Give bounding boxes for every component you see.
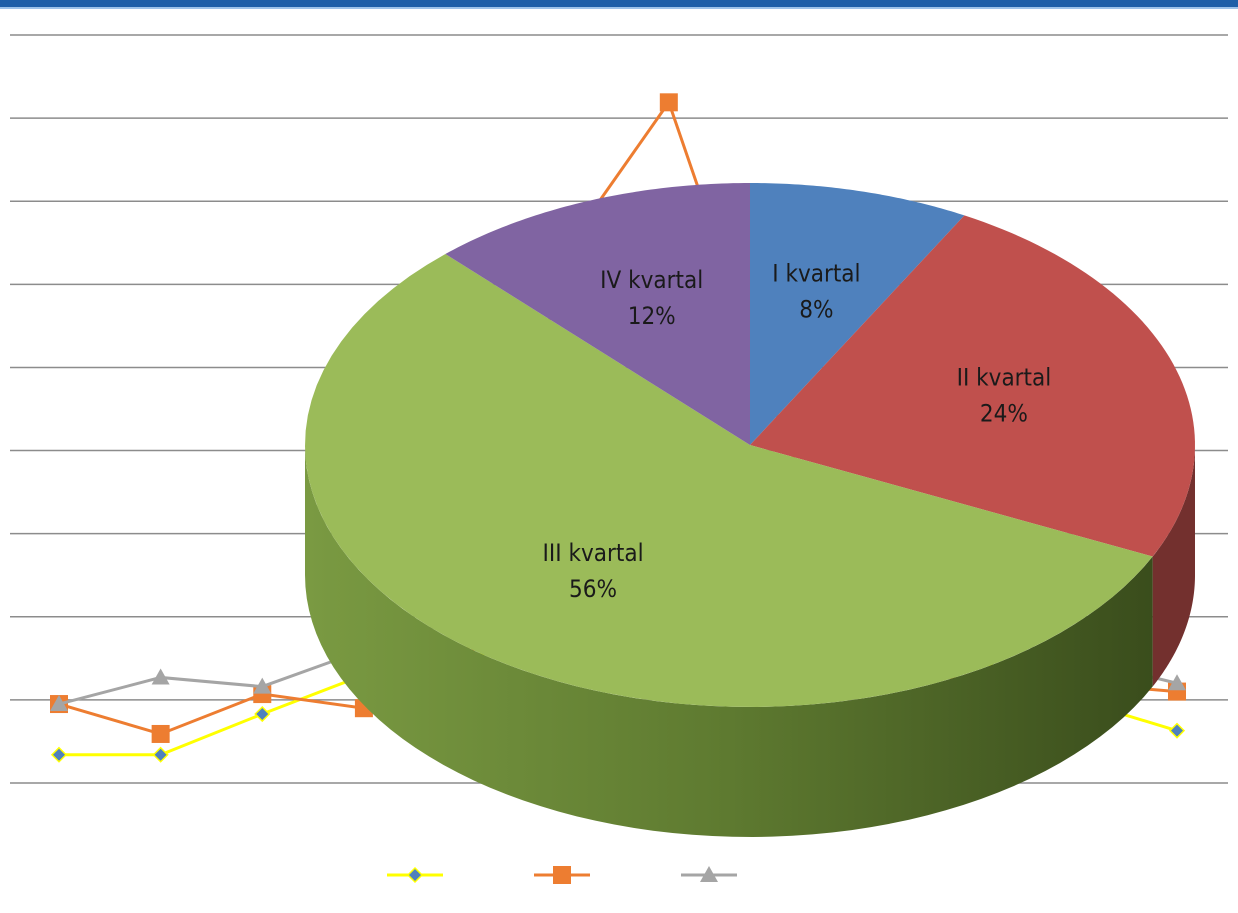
marker (152, 746, 169, 763)
marker (253, 677, 272, 694)
marker (151, 724, 170, 743)
slice-label: I kvartal (772, 260, 860, 288)
slice-label: III kvartal (543, 539, 644, 567)
marker (50, 695, 68, 712)
slice (750, 183, 965, 445)
header-line (0, 7, 1238, 9)
slice-label: IV kvartal (600, 266, 703, 294)
header-bar (0, 0, 1238, 7)
marker (659, 93, 678, 112)
slice-side (1152, 445, 1195, 687)
marker (406, 866, 424, 884)
marker (1168, 674, 1186, 691)
marker (700, 866, 718, 882)
slice (445, 183, 750, 445)
marker (151, 668, 170, 685)
marker (1168, 722, 1186, 739)
slice-value-label: 8% (799, 296, 833, 324)
slice (305, 254, 1153, 707)
marker (553, 866, 571, 884)
slice-value-label: 24% (980, 399, 1028, 427)
slice-value-label: 12% (628, 302, 676, 330)
slice (750, 215, 1195, 557)
marker (50, 746, 68, 763)
marker (254, 705, 271, 723)
slice-label: II kvartal (957, 363, 1052, 391)
slice-side (305, 445, 1153, 837)
slice-value-label: 56% (569, 575, 617, 603)
legend (387, 866, 737, 884)
pie: I kvartal 8% II kvartal 24% III kvartal 56% IV… (305, 183, 1195, 837)
